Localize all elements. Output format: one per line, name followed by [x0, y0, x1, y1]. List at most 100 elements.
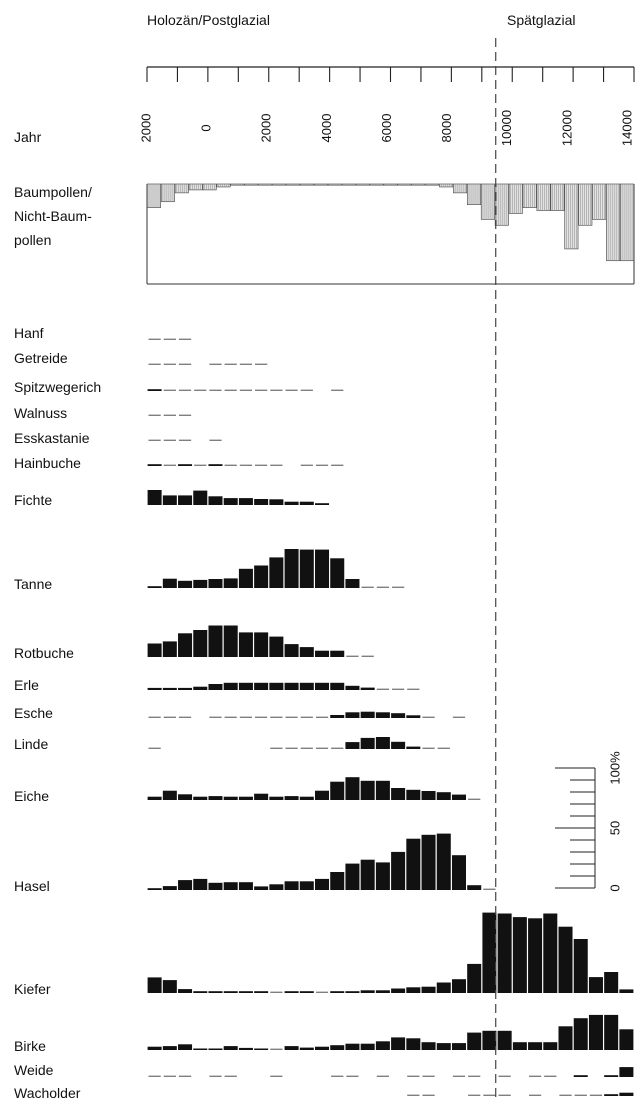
pollen-bar — [573, 939, 588, 993]
pollen-bar — [178, 794, 193, 800]
pollen-trace — [239, 389, 253, 391]
pollen-trace — [255, 363, 268, 365]
pollen-bar — [269, 499, 284, 505]
pollen-bar — [254, 499, 269, 505]
ratio-label: pollen — [14, 232, 51, 248]
taxon-track: Esche — [14, 705, 466, 721]
pollen-bar — [178, 687, 193, 690]
pollen-trace — [285, 747, 298, 749]
pollen-bar — [238, 632, 253, 657]
axis-tick-label: 2000 — [259, 114, 274, 143]
taxon-track: Wacholder — [14, 1085, 634, 1101]
scale-label: 100% — [607, 751, 622, 785]
ratio-bar — [439, 183, 454, 188]
pollen-trace — [331, 464, 344, 466]
pollen-trace — [209, 439, 222, 441]
pollen-trace — [255, 716, 268, 718]
pollen-bar — [284, 1046, 299, 1050]
pollen-bar — [299, 796, 314, 800]
pollen-bar — [604, 1075, 619, 1077]
taxon-label: Hasel — [14, 878, 50, 894]
ratio-bar — [578, 183, 593, 226]
pollen-bar — [208, 684, 223, 690]
pollen-trace — [346, 655, 359, 657]
pollen-bar — [238, 568, 253, 588]
taxon-label: Kiefer — [14, 981, 51, 997]
pollen-bar — [528, 918, 543, 993]
pollen-bar — [543, 913, 558, 993]
pollen-bar — [558, 1026, 573, 1050]
ratio-bar — [341, 183, 356, 186]
taxon-track: Erle — [14, 677, 420, 693]
pollen-bar — [208, 625, 223, 657]
axis-tick-label: 4000 — [319, 114, 334, 143]
pollen-bar — [147, 643, 162, 657]
pollen-trace — [559, 1094, 572, 1096]
pollen-trace — [163, 414, 176, 416]
pollen-trace — [300, 389, 313, 391]
pollen-bar — [254, 632, 269, 657]
pollen-trace — [255, 389, 268, 391]
pollen-bar — [178, 580, 193, 588]
pollen-bar — [223, 682, 238, 690]
pollen-bar — [604, 1014, 619, 1050]
taxon-label: Esskastanie — [14, 430, 90, 446]
pollen-bar — [315, 503, 330, 505]
taxon-label: Hanf — [14, 325, 44, 341]
pollen-trace — [163, 363, 176, 365]
pollen-bar — [406, 987, 421, 993]
pollen-bar — [330, 650, 345, 657]
pollen-trace — [178, 439, 192, 441]
pollen-bar — [162, 980, 177, 993]
pollen-bar — [482, 912, 497, 993]
pollen-bar — [330, 781, 345, 800]
taxon-label: Weide — [14, 1062, 54, 1078]
taxon-label: Esche — [14, 705, 53, 721]
pollen-bar — [512, 917, 527, 993]
pollen-bar — [208, 464, 223, 466]
pollen-trace — [178, 414, 192, 416]
pollen-bar — [178, 633, 193, 657]
pollen-trace — [148, 439, 161, 441]
pollen-bar — [223, 625, 238, 657]
time-axis: 2000 0 2000 4000 6000 8000 10000 12000 14000 — [138, 66, 635, 146]
pollen-bar — [467, 1032, 482, 1050]
pollen-trace — [209, 716, 222, 718]
period-label-holocene: Holozän/Postglazial — [147, 12, 270, 28]
pollen-trace — [285, 716, 298, 718]
pollen-trace — [224, 389, 237, 391]
pollen-bar — [315, 549, 330, 588]
pollen-bar — [284, 796, 299, 800]
pollen-trace — [255, 464, 268, 466]
taxon-track: Spitzwegerich — [14, 379, 344, 395]
pollen-trace — [422, 716, 435, 718]
pollen-bar — [193, 630, 208, 657]
pollen-trace — [224, 363, 237, 365]
pollen-trace — [224, 1075, 237, 1077]
pollen-bar — [178, 989, 193, 993]
pollen-trace — [163, 338, 176, 340]
pollen-trace — [300, 747, 313, 749]
taxon-track: Getreide — [14, 350, 268, 366]
ratio-label: Nicht-Baum- — [14, 208, 92, 224]
pollen-trace — [148, 747, 161, 749]
pollen-bar — [193, 579, 208, 588]
pollen-bar — [451, 1043, 466, 1050]
pollen-trace — [574, 1094, 587, 1096]
tree-nontree-ratio-panel: Baumpollen/Nicht-Baum-pollen — [14, 183, 635, 285]
pollen-bar — [223, 796, 238, 800]
ratio-bar — [522, 183, 537, 208]
pollen-bar — [345, 685, 360, 690]
pollen-trace — [452, 1075, 466, 1077]
pollen-trace — [194, 389, 207, 391]
pollen-bar — [254, 886, 269, 890]
ratio-bar — [174, 183, 189, 194]
pollen-bar — [269, 557, 284, 588]
pollen-bar — [178, 495, 193, 505]
pollen-trace — [148, 338, 161, 340]
ratio-bar — [369, 183, 384, 186]
pollen-bar — [223, 882, 238, 890]
pollen-trace — [194, 464, 207, 466]
pollen-bar — [467, 885, 482, 890]
pollen-trace — [422, 1094, 435, 1096]
